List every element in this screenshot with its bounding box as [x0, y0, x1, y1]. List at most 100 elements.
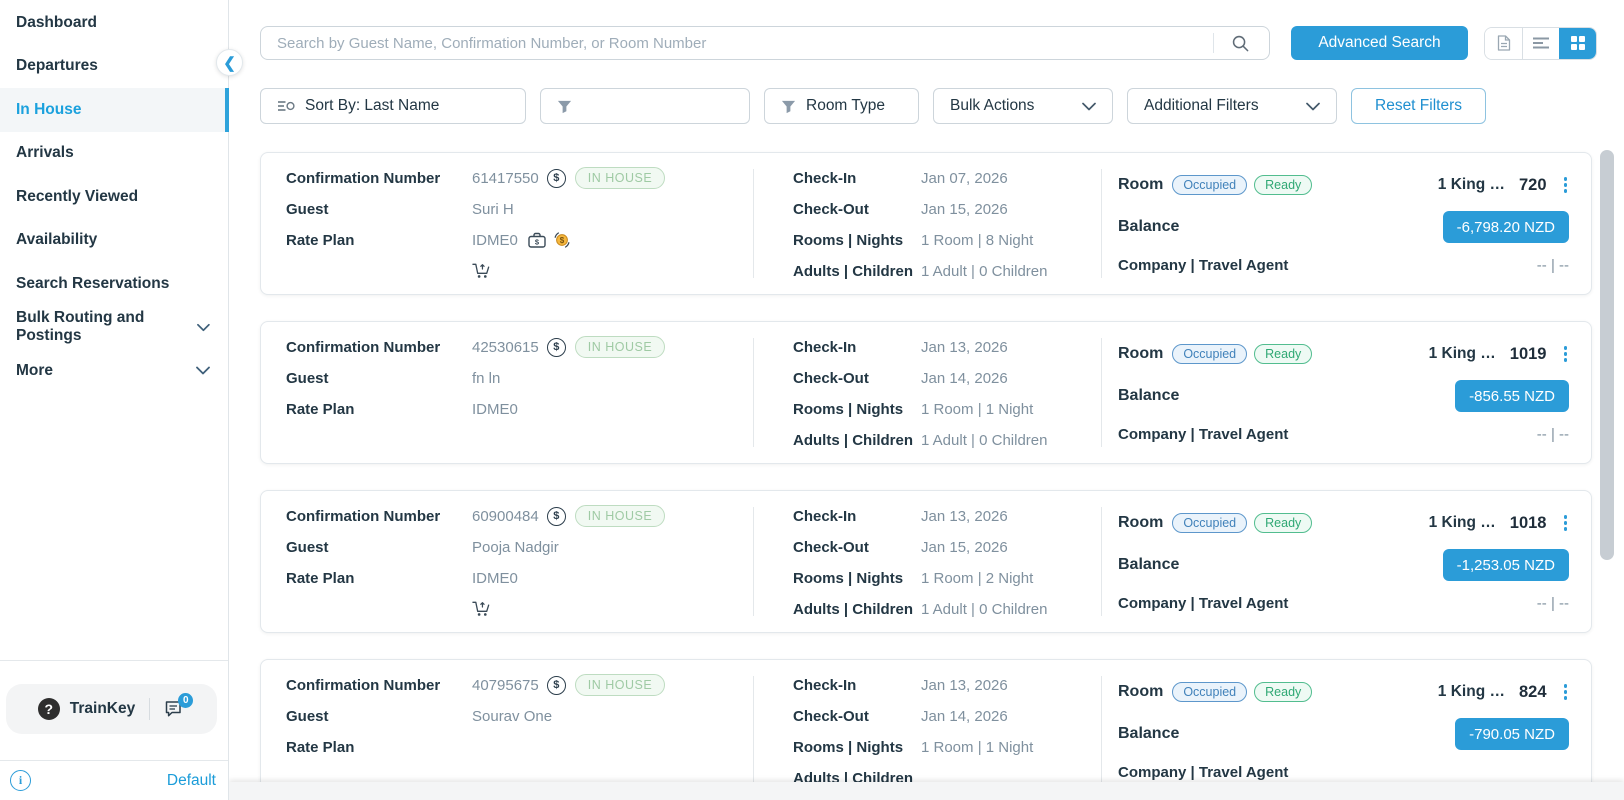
confirmation-number-label: Confirmation Number: [286, 676, 441, 694]
svg-text:$: $: [535, 237, 540, 246]
card-menu-button[interactable]: [1562, 344, 1570, 364]
ready-status-badge: Ready: [1254, 175, 1313, 195]
dollar-circle-icon[interactable]: $: [546, 168, 566, 188]
rate-plan-icons: $ $: [528, 231, 571, 249]
default-link[interactable]: Default: [166, 771, 216, 789]
guest-label: Guest: [286, 538, 329, 556]
ready-status-badge: Ready: [1254, 344, 1313, 364]
guest-name-value[interactable]: Sourav One: [472, 707, 553, 725]
confirmation-number-value[interactable]: 61417550: [472, 169, 539, 187]
topbar: Advanced Search: [260, 26, 1598, 60]
card-menu-button[interactable]: [1562, 682, 1570, 702]
reservation-card[interactable]: Confirmation Number 42530615 $ IN HOUSE …: [260, 321, 1592, 464]
room-type-value: 1 King …: [1437, 176, 1505, 193]
balance-amount-button[interactable]: -6,798.20 NZD: [1442, 211, 1569, 243]
reservation-card[interactable]: Confirmation Number 61417550 $ IN HOUSE …: [260, 152, 1592, 295]
search-input[interactable]: [260, 26, 1270, 60]
balance-amount-button[interactable]: -856.55 NZD: [1455, 380, 1569, 412]
sidebar-item-in-house[interactable]: In House: [0, 88, 229, 132]
confirmation-number-value[interactable]: 40795675: [472, 676, 539, 694]
divider: [149, 698, 151, 720]
grid-icon: [1570, 36, 1585, 50]
guest-name-value[interactable]: Pooja Nadgir: [472, 538, 559, 556]
card-guest-column: Confirmation Number 40795675 $ IN HOUSE …: [261, 660, 753, 800]
reservation-card[interactable]: Confirmation Number 40795675 $ IN HOUSE …: [260, 659, 1592, 800]
sidebar-item-search-reservations[interactable]: Search Reservations: [0, 262, 228, 306]
confirmation-number-value[interactable]: 60900484: [472, 507, 539, 525]
sidebar-item-more[interactable]: More: [0, 349, 228, 393]
balance-amount-button[interactable]: -1,253.05 NZD: [1442, 549, 1569, 581]
sidebar-item-bulk-routing-postings[interactable]: Bulk Routing and Postings: [0, 306, 228, 350]
additional-filters-dropdown[interactable]: Additional Filters: [1127, 88, 1337, 124]
check-out-value: Jan 14, 2026: [921, 707, 1008, 725]
card-menu-button[interactable]: [1562, 513, 1570, 533]
bulk-actions-dropdown[interactable]: Bulk Actions: [933, 88, 1113, 124]
company-travel-agent-value: -- | --: [1536, 594, 1569, 612]
sort-by-dropdown[interactable]: Sort By: Last Name: [260, 88, 526, 124]
search-icon[interactable]: [1231, 34, 1250, 53]
ready-status-badge: Ready: [1254, 682, 1313, 702]
cart-icon: [472, 601, 490, 616]
rate-plan-label: Rate Plan: [286, 569, 355, 587]
dollar-circle-icon[interactable]: $: [546, 675, 566, 695]
sidebar-item-label: Availability: [16, 231, 98, 249]
filter-dropdown[interactable]: [540, 88, 750, 124]
card-room-column: Room Occupied Ready 1 King … 1019 Balanc…: [1101, 322, 1591, 463]
check-in-value: Jan 13, 2026: [921, 338, 1008, 356]
sidebar-item-label: Departures: [16, 57, 98, 75]
sidebar-item-availability[interactable]: Availability: [0, 219, 228, 263]
card-room-column: Room Occupied Ready 1 King … 720 Balance…: [1101, 153, 1591, 294]
room-number-value: 1019: [1509, 344, 1547, 363]
balance-label: Balance: [1118, 725, 1180, 742]
card-menu-button[interactable]: [1562, 175, 1570, 195]
rooms-nights-value: 1 Room | 1 Night: [921, 738, 1034, 756]
in-house-status-badge: IN HOUSE: [574, 505, 666, 527]
confirmation-number-value[interactable]: 42530615: [472, 338, 539, 356]
room-number-value: 1018: [1509, 513, 1547, 532]
bottom-strip: [229, 782, 1624, 800]
adults-children-label: Adults | Children: [793, 600, 914, 618]
in-house-status-badge: IN HOUSE: [574, 674, 666, 696]
guest-name-value[interactable]: fn ln: [472, 369, 501, 387]
balance-amount-button[interactable]: -790.05 NZD: [1455, 718, 1569, 750]
confirmation-number-label: Confirmation Number: [286, 169, 441, 187]
company-travel-agent-label: Company | Travel Agent: [1118, 594, 1289, 612]
chat-icon[interactable]: 0: [164, 692, 194, 719]
adults-children-label: Adults | Children: [793, 262, 914, 280]
rooms-nights-label: Rooms | Nights: [793, 231, 904, 249]
sidebar-collapse-button[interactable]: ❮: [216, 49, 243, 76]
view-document-button[interactable]: [1485, 27, 1522, 59]
dollar-circle-icon[interactable]: $: [546, 337, 566, 357]
occupied-status-badge: Occupied: [1172, 175, 1248, 195]
room-type-dropdown[interactable]: Room Type: [764, 88, 919, 124]
rate-plan-label: Rate Plan: [286, 231, 355, 249]
view-list-button[interactable]: [1522, 27, 1559, 59]
view-grid-button[interactable]: [1559, 27, 1596, 59]
room-label: Room: [1118, 514, 1164, 531]
sidebar-item-arrivals[interactable]: Arrivals: [0, 132, 228, 176]
room-number-value: 824: [1518, 682, 1547, 701]
card-stay-column: Check-In Jan 07, 2026 Check-Out Jan 15, …: [753, 153, 1101, 294]
divider: [0, 660, 228, 661]
scrollbar[interactable]: [1600, 150, 1614, 560]
guest-name-value[interactable]: Suri H: [472, 200, 514, 218]
guest-label: Guest: [286, 707, 329, 725]
sidebar-item-departures[interactable]: Departures: [0, 45, 228, 89]
reset-filters-button[interactable]: Reset Filters: [1351, 88, 1486, 124]
rate-plan-value: IDME0: [472, 400, 518, 418]
room-label: Room: [1118, 345, 1164, 362]
view-toggle: [1484, 26, 1597, 60]
check-in-label: Check-In: [793, 507, 857, 525]
check-in-label: Check-In: [793, 676, 857, 694]
advanced-search-button[interactable]: Advanced Search: [1291, 26, 1468, 60]
company-travel-agent-label: Company | Travel Agent: [1118, 763, 1289, 781]
card-stay-column: Check-In Jan 13, 2026 Check-Out Jan 14, …: [753, 660, 1101, 800]
dollar-circle-icon[interactable]: $: [546, 506, 566, 526]
room-type-label: Room Type: [806, 97, 885, 114]
rooms-nights-value: 1 Room | 1 Night: [921, 400, 1034, 418]
reservation-card[interactable]: Confirmation Number 60900484 $ IN HOUSE …: [260, 490, 1592, 633]
trainkey-button[interactable]: ? TrainKey 0: [6, 684, 217, 734]
info-icon[interactable]: i: [10, 770, 31, 791]
sidebar-item-recently-viewed[interactable]: Recently Viewed: [0, 175, 228, 219]
sidebar-item-dashboard[interactable]: Dashboard: [0, 1, 228, 45]
